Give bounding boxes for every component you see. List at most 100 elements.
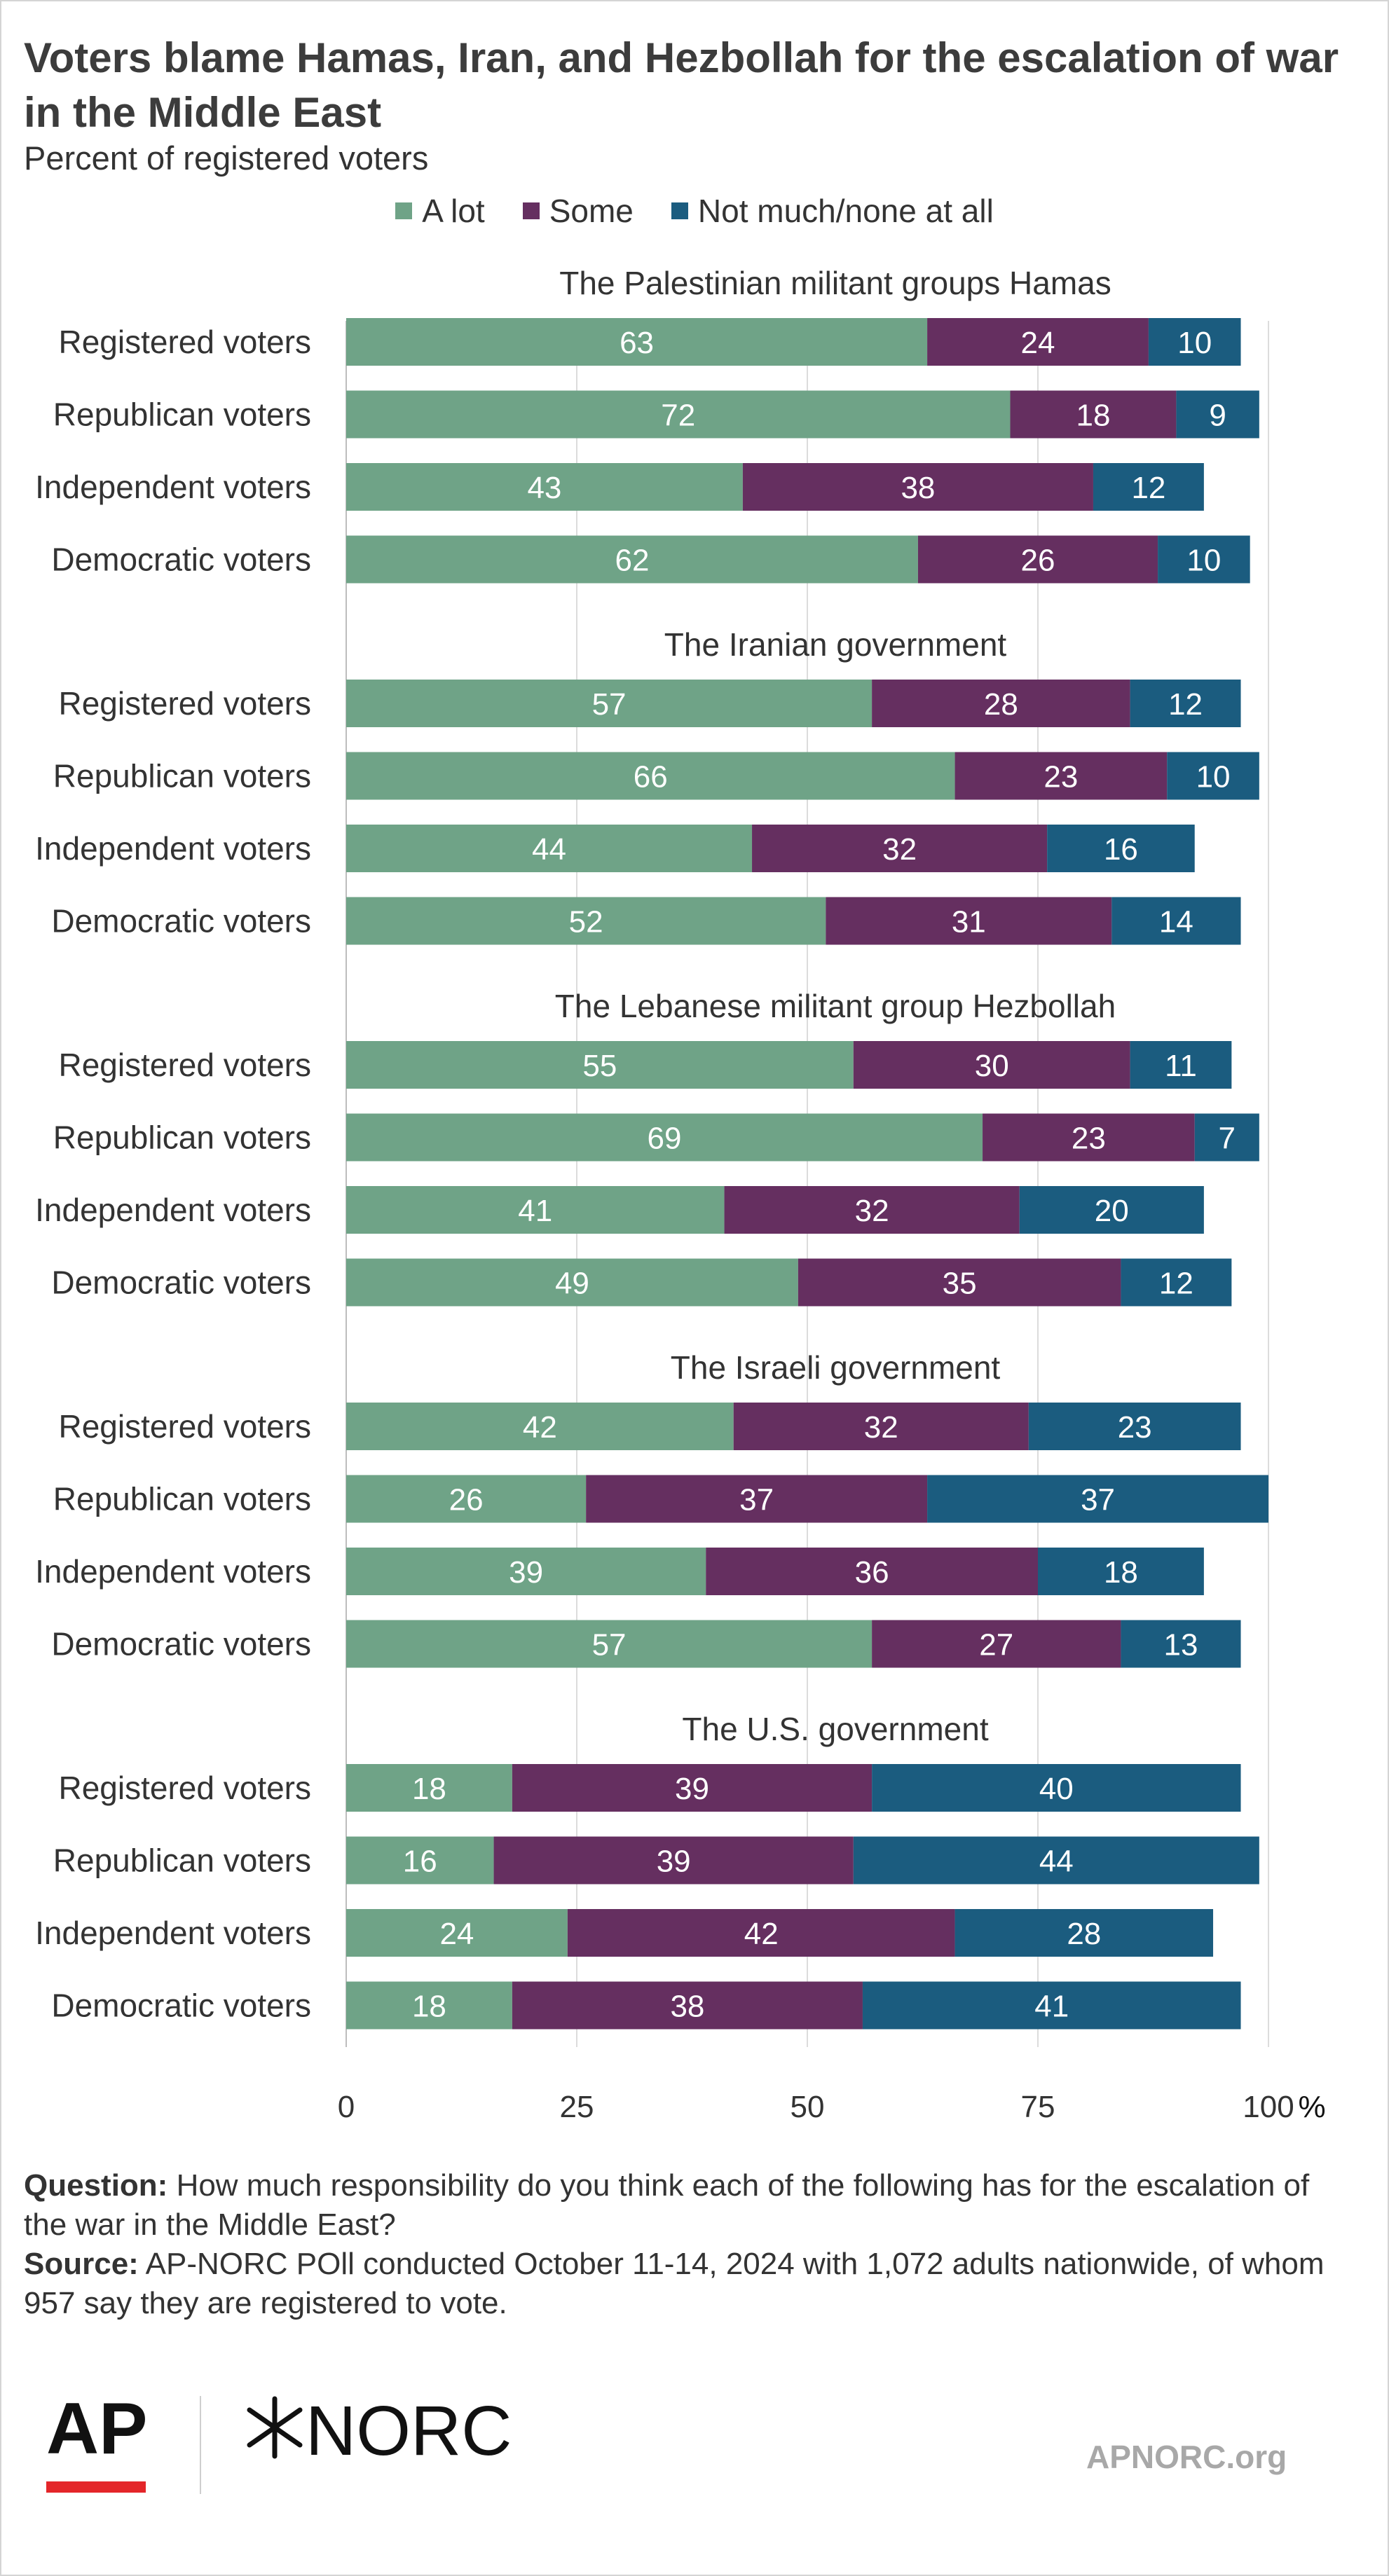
- bar-some-3-democratic-voters: [798, 1258, 1121, 1307]
- row-label-independent-voters: Independent voters: [35, 830, 311, 867]
- bar-value-some-4-registered-voters: 32: [864, 1410, 898, 1445]
- asterisk-icon: [247, 2396, 303, 2459]
- bar-value-a-lot-1-democratic-voters: 62: [615, 544, 649, 578]
- bar-value-a-lot-2-independent-voters: 44: [532, 832, 566, 867]
- bar-value-a-lot-5-republican-voters: 16: [403, 1845, 437, 1879]
- bar-some-5-independent-voters: [567, 1909, 955, 1957]
- bar-a-lot-3-independent-voters: [346, 1186, 725, 1234]
- bar-value-a-lot-3-democratic-voters: 49: [555, 1267, 589, 1301]
- bar-some-1-registered-voters: [927, 318, 1149, 366]
- bar-value-some-4-republican-voters: 37: [739, 1483, 774, 1517]
- group-title-the-israeli-government: The Israeli government: [671, 1349, 1001, 1386]
- bar-value-not-much-none-at-all-4-independent-voters: 18: [1104, 1555, 1138, 1590]
- norc-logo-text: NORC: [306, 2392, 512, 2470]
- footer-notes: Question: How much responsibility do you…: [24, 2166, 1355, 2323]
- row-label-registered-voters: Registered voters: [59, 1408, 312, 1445]
- bar-value-a-lot-4-independent-voters: 39: [509, 1555, 543, 1590]
- bar-some-1-democratic-voters: [917, 535, 1158, 584]
- bar-a-lot-5-registered-voters: [346, 1764, 512, 1812]
- bar-value-some-3-registered-voters: 30: [975, 1049, 1009, 1083]
- bar-a-lot-4-registered-voters: [346, 1403, 734, 1450]
- bar-not-much-none-at-all-5-registered-voters: [872, 1764, 1241, 1812]
- bar-value-some-4-independent-voters: 36: [855, 1555, 889, 1590]
- bar-value-some-2-democratic-voters: 31: [952, 905, 986, 939]
- row-label-republican-voters: Republican voters: [53, 1481, 311, 1517]
- norc-logo: NORC: [247, 2392, 512, 2470]
- bar-value-some-3-independent-voters: 32: [855, 1194, 889, 1228]
- bar-value-not-much-none-at-all-4-republican-voters: 37: [1081, 1483, 1115, 1517]
- bar-a-lot-4-republican-voters: [346, 1475, 587, 1523]
- bar-value-not-much-none-at-all-1-republican-voters: 9: [1209, 399, 1226, 433]
- bar-a-lot-5-democratic-voters: [346, 1981, 512, 2030]
- row-label-independent-voters: Independent voters: [35, 1192, 311, 1228]
- bar-value-some-3-democratic-voters: 35: [943, 1267, 977, 1301]
- bar-not-much-none-at-all-3-democratic-voters: [1121, 1258, 1232, 1307]
- bar-some-3-independent-voters: [724, 1186, 1020, 1234]
- bar-value-not-much-none-at-all-1-registered-voters: 10: [1177, 326, 1212, 360]
- bar-not-much-none-at-all-2-democratic-voters: [1111, 897, 1241, 945]
- group-title-the-u-s-government: The U.S. government: [682, 1711, 988, 1747]
- bar-value-some-2-registered-voters: 28: [984, 687, 1018, 722]
- bar-a-lot-3-democratic-voters: [346, 1258, 798, 1307]
- bar-a-lot-3-registered-voters: [346, 1041, 854, 1089]
- bar-value-not-much-none-at-all-3-registered-voters: 11: [1165, 1049, 1197, 1083]
- bar-value-not-much-none-at-all-5-independent-voters: 28: [1067, 1917, 1101, 1951]
- bar-a-lot-1-registered-voters: [346, 318, 928, 366]
- bar-not-much-none-at-all-2-registered-voters: [1130, 680, 1241, 727]
- x-tick-label-75: 75: [1021, 2090, 1055, 2124]
- bar-a-lot-2-independent-voters: [346, 825, 753, 872]
- bar-not-much-none-at-all-1-democratic-voters: [1158, 535, 1250, 584]
- bar-not-much-none-at-all-1-independent-voters: [1093, 463, 1204, 511]
- bar-a-lot-1-independent-voters: [346, 463, 743, 511]
- row-label-registered-voters: Registered voters: [59, 324, 312, 360]
- bar-value-some-2-independent-voters: 32: [882, 832, 917, 867]
- bar-not-much-none-at-all-4-democratic-voters: [1121, 1620, 1241, 1668]
- bar-value-not-much-none-at-all-1-independent-voters: 12: [1131, 471, 1165, 505]
- bar-value-not-much-none-at-all-2-democratic-voters: 14: [1159, 905, 1193, 939]
- bar-value-not-much-none-at-all-2-independent-voters: 16: [1104, 832, 1138, 867]
- bar-value-not-much-none-at-all-5-democratic-voters: 41: [1034, 1990, 1069, 2024]
- bar-not-much-none-at-all-4-registered-voters: [1028, 1403, 1241, 1450]
- bar-some-2-independent-voters: [752, 825, 1048, 872]
- row-label-registered-voters: Registered voters: [59, 1047, 312, 1083]
- x-axis-unit: %: [1298, 2090, 1325, 2124]
- bar-not-much-none-at-all-5-republican-voters: [853, 1836, 1259, 1885]
- bar-value-not-much-none-at-all-1-democratic-voters: 10: [1186, 544, 1221, 578]
- bar-not-much-none-at-all-4-independent-voters: [1038, 1548, 1204, 1595]
- bar-value-some-2-republican-voters: 23: [1044, 760, 1078, 794]
- site-url: APNORC.org: [1086, 2439, 1287, 2475]
- bar-value-not-much-none-at-all-3-democratic-voters: 12: [1159, 1267, 1193, 1301]
- bar-value-not-much-none-at-all-5-republican-voters: 44: [1039, 1845, 1074, 1879]
- bar-value-a-lot-2-republican-voters: 66: [634, 760, 668, 794]
- group-title-the-lebanese-militant-group-hezbollah: The Lebanese militant group Hezbollah: [555, 988, 1116, 1024]
- row-label-republican-voters: Republican voters: [53, 1120, 311, 1156]
- bar-value-not-much-none-at-all-3-independent-voters: 20: [1095, 1194, 1129, 1228]
- bar-some-2-republican-voters: [954, 752, 1168, 800]
- bar-not-much-none-at-all-3-registered-voters: [1130, 1041, 1232, 1089]
- bar-a-lot-4-independent-voters: [346, 1548, 706, 1595]
- ap-logo-text: AP: [46, 2389, 147, 2470]
- row-label-republican-voters: Republican voters: [53, 397, 311, 433]
- x-tick-label-0: 0: [338, 2090, 355, 2124]
- source-label: Source:: [24, 2247, 139, 2281]
- row-label-registered-voters: Registered voters: [59, 685, 312, 722]
- bar-value-a-lot-3-independent-voters: 41: [518, 1194, 552, 1228]
- bar-value-not-much-none-at-all-4-democratic-voters: 13: [1164, 1628, 1198, 1662]
- bar-value-some-4-democratic-voters: 27: [979, 1628, 1013, 1662]
- bar-a-lot-5-independent-voters: [346, 1909, 568, 1957]
- x-tick-label-50: 50: [791, 2090, 825, 2124]
- bar-value-a-lot-2-registered-voters: 57: [592, 687, 627, 722]
- chart-title: Voters blame Hamas, Iran, and Hezbollah …: [24, 34, 1339, 136]
- bar-value-a-lot-1-republican-voters: 72: [661, 399, 695, 433]
- bar-not-much-none-at-all-3-independent-voters: [1019, 1186, 1204, 1234]
- bar-value-a-lot-3-republican-voters: 69: [648, 1122, 682, 1156]
- row-label-democratic-voters: Democratic voters: [51, 542, 311, 578]
- bar-not-much-none-at-all-1-republican-voters: [1176, 390, 1259, 439]
- bar-value-a-lot-2-democratic-voters: 52: [569, 905, 603, 939]
- bar-value-some-1-independent-voters: 38: [901, 471, 935, 505]
- bar-value-a-lot-4-registered-voters: 42: [523, 1410, 557, 1445]
- bar-a-lot-5-republican-voters: [346, 1836, 494, 1885]
- bar-value-a-lot-5-democratic-voters: 18: [412, 1990, 446, 2024]
- row-label-republican-voters: Republican voters: [53, 758, 311, 794]
